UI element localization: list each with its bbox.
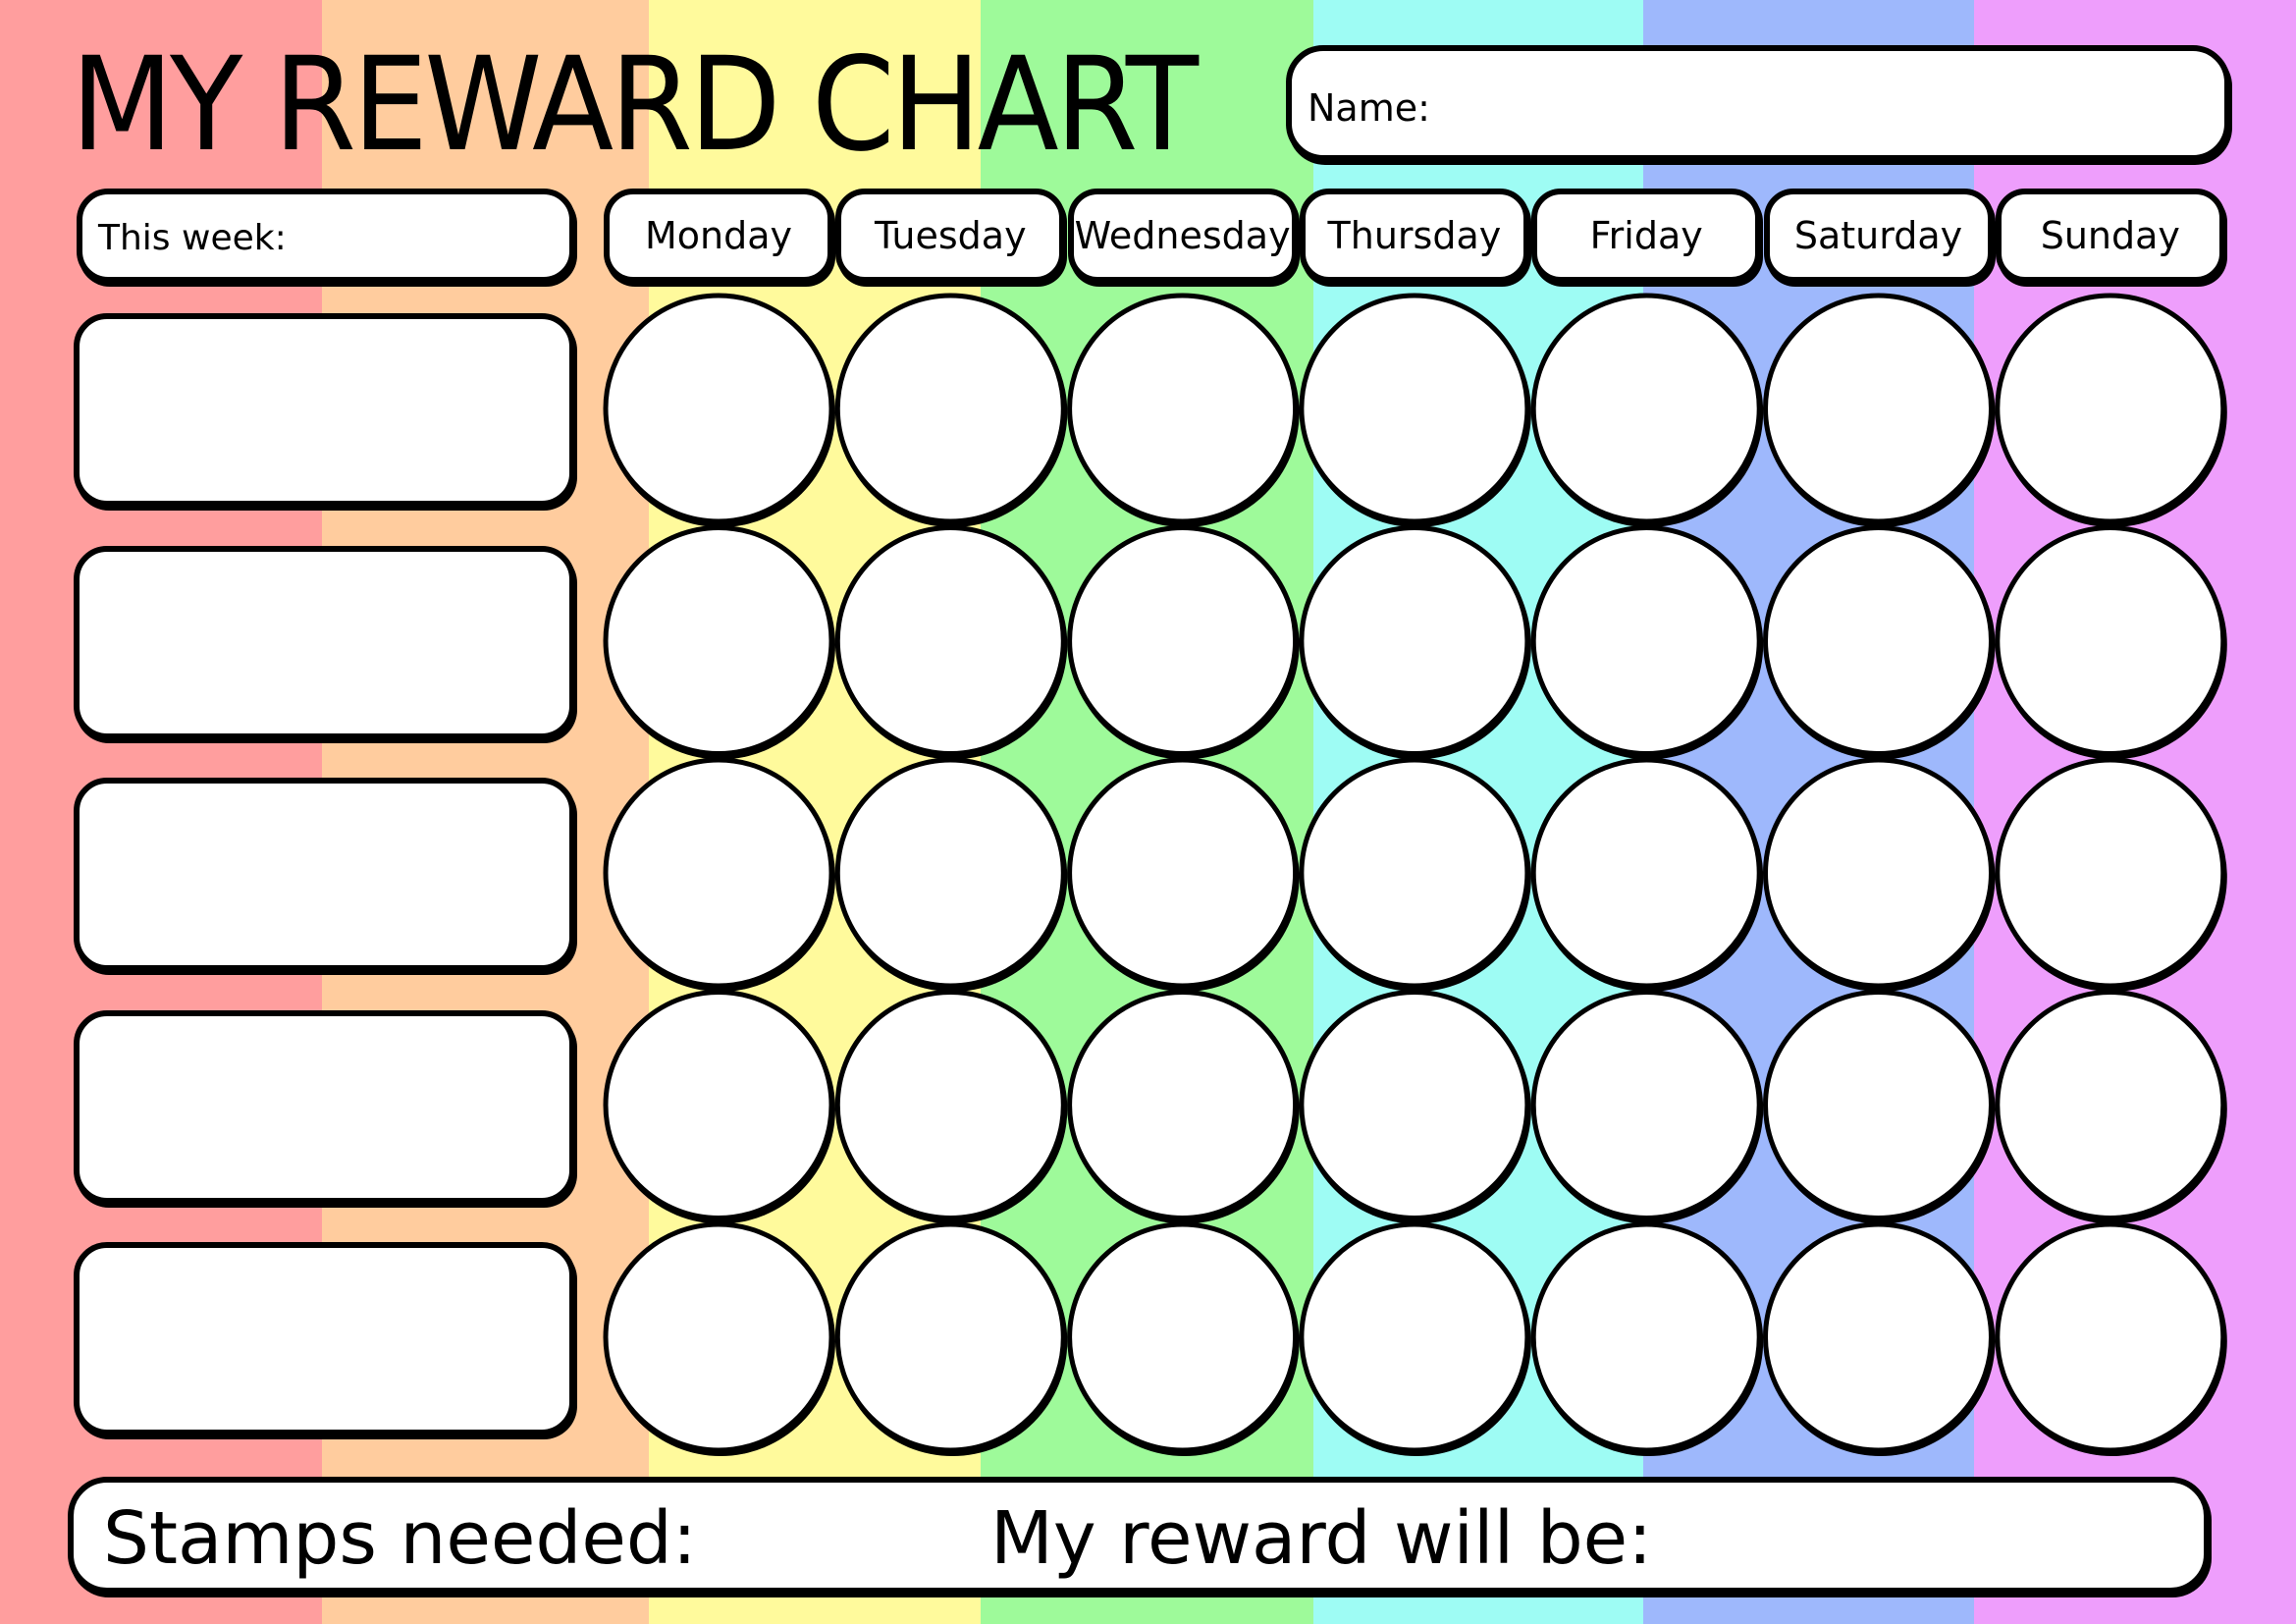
stamp-circle[interactable] [1299,990,1530,1220]
this-week-label: This week: [98,218,287,258]
this-week-field[interactable]: This week: [77,189,575,283]
page-title: MY REWARD CHART [71,29,1199,181]
stamp-circle[interactable] [603,990,834,1220]
stamp-circle[interactable] [1067,757,1299,989]
stamp-circle[interactable] [603,757,834,989]
stamp-circle[interactable] [834,990,1066,1220]
stamp-circle[interactable] [834,757,1066,989]
stamp-circle[interactable] [1299,757,1530,989]
day-header-sunday: Sunday [1995,189,2225,283]
day-header-tuesday: Tuesday [835,189,1066,283]
stamp-circle[interactable] [1067,293,1299,524]
day-header-friday: Friday [1531,189,1762,283]
day-header-thursday: Thursday [1299,189,1529,283]
stamp-circle[interactable] [1299,1221,1530,1453]
stamps-needed-label: Stamps needed: [103,1496,697,1581]
task-field[interactable] [74,1242,575,1435]
stamp-circle[interactable] [1763,757,1994,989]
stamp-circle[interactable] [1763,1221,1994,1453]
stamp-circle[interactable] [603,293,834,524]
name-label: Name: [1308,86,1430,130]
stamp-circle[interactable] [1299,525,1530,756]
stamp-circle[interactable] [1995,525,2226,756]
day-header-monday: Monday [604,189,833,283]
day-header-saturday: Saturday [1763,189,1994,283]
stamp-circle[interactable] [1530,757,1762,989]
task-field[interactable] [74,778,575,971]
reward-label: My reward will be: [990,1496,1653,1581]
stamp-circle[interactable] [834,525,1066,756]
stamp-circle[interactable] [834,293,1066,524]
stamp-circle[interactable] [1763,525,1994,756]
stamp-circle[interactable] [1995,1221,2226,1453]
stamp-circle[interactable] [1995,990,2226,1220]
stamp-circle[interactable] [834,1221,1066,1453]
stamp-circle[interactable] [1067,1221,1299,1453]
bottom-panel: Stamps needed: My reward will be: [68,1477,2210,1594]
stamp-circle[interactable] [603,1221,834,1453]
stamp-circle[interactable] [1530,990,1762,1220]
stamp-circle[interactable] [1995,757,2226,989]
stamp-circle[interactable] [1995,293,2226,524]
task-field[interactable] [74,313,575,507]
task-field[interactable] [74,1009,575,1204]
stamp-circle[interactable] [1530,525,1762,756]
stamp-circle[interactable] [603,525,834,756]
stamp-circle[interactable] [1530,293,1762,524]
stamp-circle[interactable] [1763,293,1994,524]
task-field[interactable] [74,545,575,739]
stamp-circle[interactable] [1067,990,1299,1220]
name-field[interactable]: Name: [1286,45,2230,161]
stamp-circle[interactable] [1763,990,1994,1220]
stamp-circle[interactable] [1067,525,1299,756]
day-header-wednesday: Wednesday [1067,189,1298,283]
stamp-circle[interactable] [1299,293,1530,524]
stamp-circle[interactable] [1530,1221,1762,1453]
